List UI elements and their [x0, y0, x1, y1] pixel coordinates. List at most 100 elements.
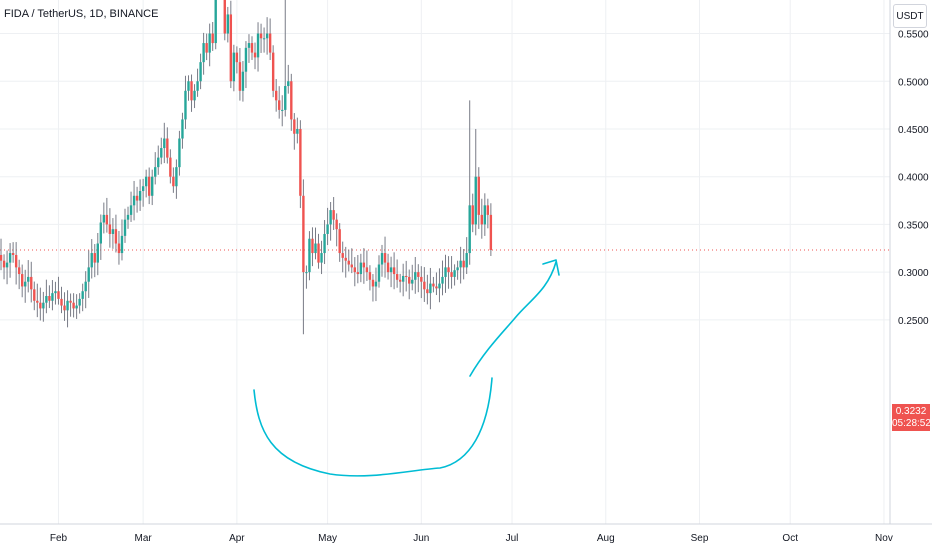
candle — [54, 281, 57, 305]
candle-body — [154, 167, 157, 177]
candle-body — [338, 229, 341, 254]
x-tick-label: Nov — [875, 533, 893, 544]
candle-body — [395, 274, 399, 280]
x-tick-label: Feb — [50, 533, 68, 544]
candle-body — [429, 283, 432, 294]
candle — [229, 0, 233, 89]
candle-body — [462, 260, 465, 268]
candle-body — [344, 257, 347, 261]
candle-body — [226, 14, 230, 34]
candle-body — [196, 81, 199, 91]
candle — [178, 130, 181, 176]
candle — [63, 292, 66, 321]
candle-body — [432, 283, 435, 287]
candle — [265, 17, 269, 55]
candle-body — [60, 298, 63, 306]
candle-body — [57, 291, 60, 299]
candle — [175, 159, 178, 199]
candle-body — [477, 176, 480, 215]
candle-body — [232, 52, 236, 82]
candle — [332, 197, 335, 230]
candle-body — [235, 52, 239, 63]
x-tick-label: Jul — [506, 533, 519, 544]
candle-body — [271, 52, 275, 91]
candle — [132, 180, 136, 221]
candle-body — [305, 272, 308, 274]
candle — [81, 283, 84, 312]
candle-body — [33, 289, 36, 301]
candle-body — [259, 33, 263, 39]
candle-body — [411, 279, 414, 284]
candle — [78, 293, 81, 314]
candle-body — [329, 210, 332, 225]
candle-body — [377, 264, 381, 282]
candle-body — [302, 195, 305, 273]
price-axis[interactable]: 0.2500 0.3000 0.3500 0.4000 0.4500 0.5000 0.55… — [898, 0, 929, 327]
arrow-shaft — [469, 261, 557, 377]
candle-body — [299, 128, 302, 196]
candle-body — [205, 43, 208, 53]
time-axis[interactable]: Feb Mar Apr May Jun Jul Aug Sep Oct Nov — [50, 533, 893, 544]
candle — [141, 178, 145, 207]
candle — [0, 238, 3, 271]
candle — [157, 145, 160, 175]
candle — [163, 122, 166, 164]
candle — [401, 263, 405, 297]
candle — [308, 231, 311, 281]
candle — [75, 294, 78, 319]
drawings[interactable] — [253, 259, 560, 477]
candle-body — [229, 14, 233, 82]
currency-selector[interactable]: USDT — [893, 4, 927, 28]
candle-body — [326, 224, 329, 234]
y-tick-label: 0.2500 — [898, 316, 929, 327]
candle — [138, 179, 142, 211]
candle-body — [20, 274, 24, 287]
candle-body — [135, 195, 139, 201]
candle-body — [353, 267, 356, 273]
candle — [441, 260, 444, 296]
candle-body — [223, 0, 226, 34]
candle — [151, 169, 154, 206]
candle-body — [69, 300, 72, 303]
last-price-value: 0.3232 — [895, 406, 927, 417]
candle-body — [169, 157, 172, 177]
candle-body — [181, 119, 184, 139]
candle-body — [48, 296, 51, 301]
candle-body — [120, 235, 124, 254]
candle — [172, 167, 175, 193]
candle — [281, 95, 284, 127]
candle-body — [27, 276, 30, 282]
candle-body — [265, 33, 269, 39]
candle — [486, 198, 490, 229]
candle-body — [160, 148, 163, 158]
candle — [114, 214, 118, 253]
candle-body — [132, 195, 136, 206]
candle-body — [81, 291, 84, 299]
candle-body — [117, 243, 121, 254]
candle-body — [105, 214, 109, 225]
candle-body — [123, 219, 127, 236]
candle — [480, 198, 483, 239]
candle — [11, 242, 15, 263]
candle — [471, 193, 474, 233]
candle — [284, 0, 287, 117]
candle-body — [320, 253, 323, 263]
candle — [477, 167, 480, 229]
candle-body — [2, 260, 6, 268]
candle-body — [262, 38, 266, 40]
candle-body — [108, 224, 112, 234]
candle — [5, 250, 9, 285]
candle — [344, 246, 347, 278]
candle-body — [365, 267, 369, 273]
x-tick-label: Oct — [782, 533, 798, 544]
candle-body — [483, 205, 487, 225]
candle — [374, 267, 378, 302]
candle-body — [414, 272, 417, 280]
candle — [84, 271, 87, 309]
candle-body — [335, 219, 338, 230]
candle-body — [187, 81, 190, 91]
candle — [438, 268, 441, 303]
candle-body — [190, 81, 193, 101]
candle-body — [253, 52, 257, 58]
